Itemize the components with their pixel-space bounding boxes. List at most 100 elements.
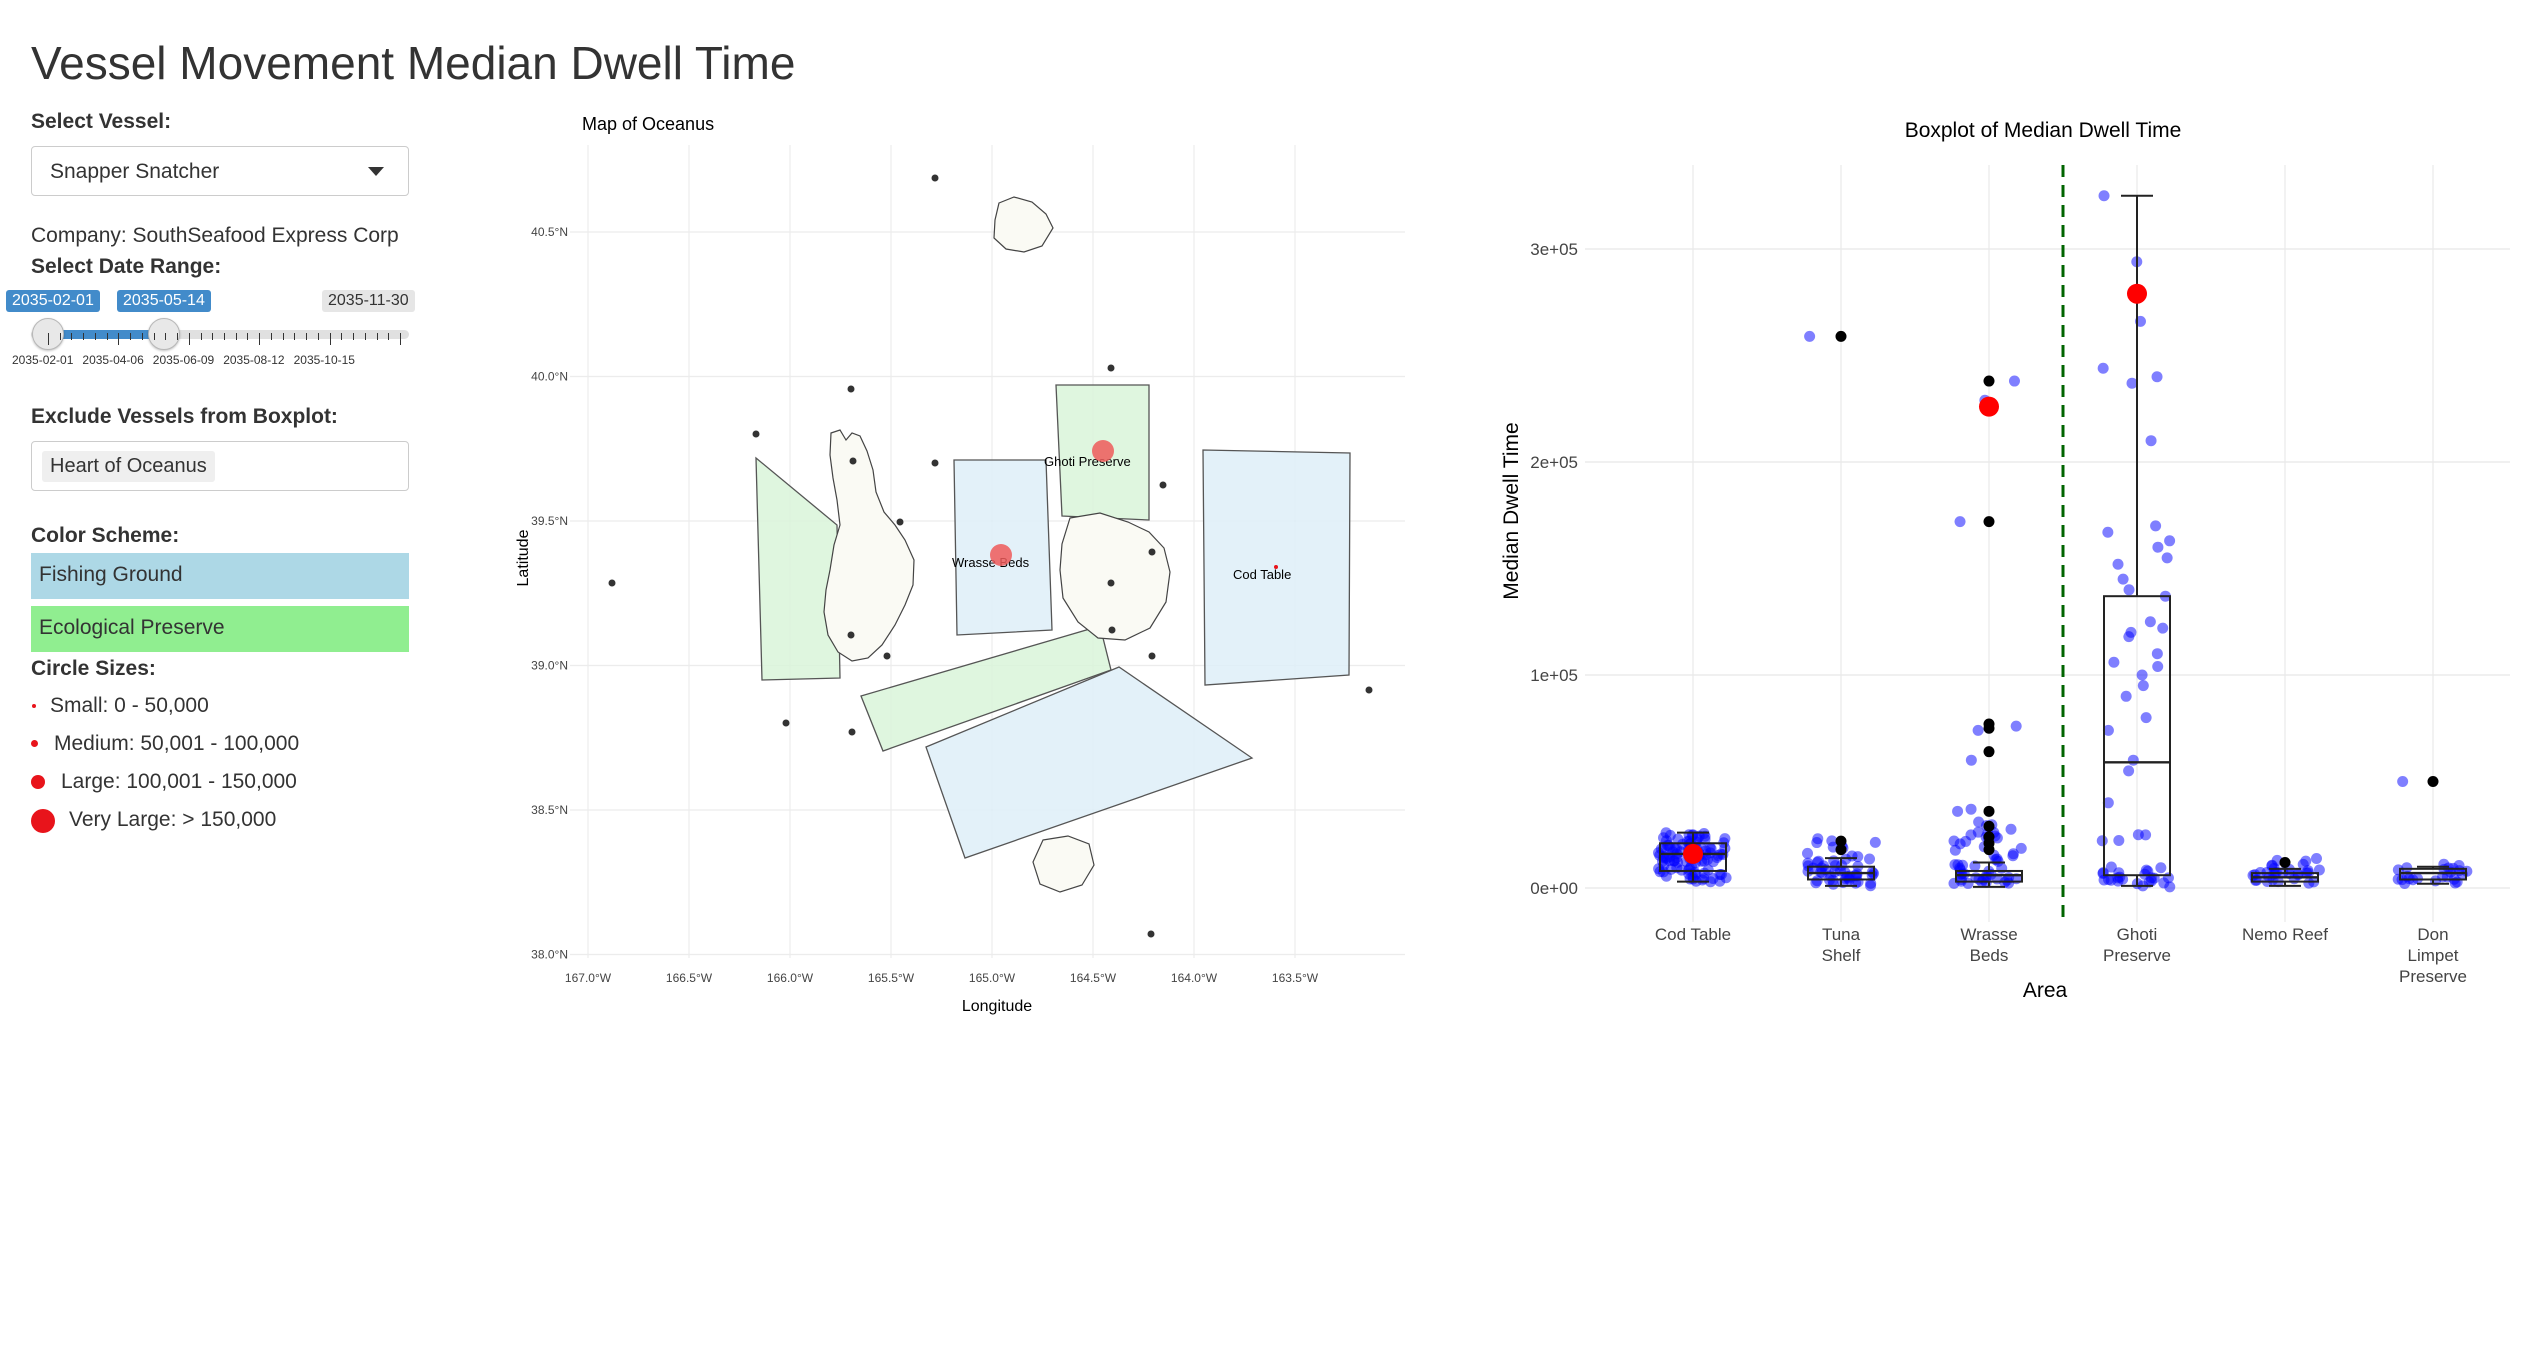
exclude-vessels-input[interactable]: Heart of Oceanus: [31, 441, 409, 491]
slider-tick: [141, 333, 143, 340]
slider-tick: [59, 333, 61, 340]
boxplot-x-tick-label: Don Limpet Preserve: [2399, 925, 2467, 986]
scatter-point: [1705, 876, 1717, 888]
scatter-point: [2112, 875, 2124, 887]
map-y-tick-labels: 40.5°N 40.0°N 39.5°N 39.0°N 38.5°N 38.0°N: [531, 225, 568, 962]
port-marker[interactable]: [1108, 626, 1116, 634]
port-marker[interactable]: [931, 174, 939, 182]
swatch-fishing-ground: Fishing Ground: [31, 553, 409, 599]
zone-fishing-south: [925, 666, 1254, 859]
zone-label-cod-table: Cod Table: [1233, 567, 1291, 582]
scatter-point: [2137, 680, 2149, 692]
scatter-point: [2401, 862, 2413, 874]
size-small-label: Small: 0 - 50,000: [50, 694, 209, 717]
port-marker[interactable]: [847, 631, 855, 639]
port-marker[interactable]: [1148, 548, 1156, 556]
scatter-point: [2310, 852, 2322, 864]
size-very-large-label: Very Large: > 150,000: [69, 808, 277, 831]
port-marker[interactable]: [1365, 686, 1373, 694]
boxplot-y-tick-label: 2e+05: [1530, 453, 1578, 472]
boxplot-x-tick-label: Ghoti Preserve: [2103, 925, 2171, 965]
slider-tick-label: 2035-06-09: [152, 353, 215, 367]
port-marker[interactable]: [1147, 930, 1155, 938]
island-south: [1032, 835, 1095, 893]
slider-tick-label: 2035-08-12: [223, 353, 285, 367]
zone-ecological-west: [755, 456, 841, 681]
outlier-point: [1983, 516, 1995, 528]
page-title: Vessel Movement Median Dwell Time: [31, 37, 796, 89]
map-y-tick-label: 39.0°N: [531, 659, 568, 673]
scatter-point: [1954, 516, 1966, 528]
scatter-point: [2007, 848, 2019, 860]
boxplot-y-axis-title: Median Dwell Time: [1500, 422, 1523, 599]
slider-tick: [376, 333, 378, 340]
port-marker[interactable]: [931, 459, 939, 467]
slider-tick: [212, 333, 214, 340]
slider-tick-label: 2035-02-01: [12, 353, 74, 367]
scatter-point: [2140, 829, 2152, 841]
map-x-tick-label: 164.5°W: [1070, 971, 1117, 985]
scatter-point: [2136, 669, 2148, 681]
port-marker[interactable]: [883, 652, 891, 660]
port-marker[interactable]: [847, 385, 855, 393]
scatter-point: [1965, 754, 1977, 766]
port-marker[interactable]: [1107, 579, 1115, 587]
port-marker[interactable]: [896, 518, 904, 526]
port-marker[interactable]: [1159, 481, 1167, 489]
boxplot-x-tick-label: Wrasse Beds: [1960, 925, 2017, 965]
scatter-point: [2144, 616, 2156, 628]
outlier-point: [1835, 835, 1847, 847]
map-y-tick-label: 38.0°N: [531, 948, 568, 962]
scatter-point: [1852, 851, 1864, 863]
slider-tick: [353, 333, 355, 340]
vessel-select-value: Snapper Snatcher: [50, 160, 220, 183]
scatter-point: [2151, 648, 2163, 660]
scatter-point: [1996, 862, 2008, 874]
port-marker[interactable]: [608, 579, 616, 587]
chevron-down-icon[interactable]: [368, 167, 384, 176]
port-marker[interactable]: [1107, 364, 1115, 372]
slider-tick: [188, 333, 190, 345]
port-marker[interactable]: [849, 457, 857, 465]
island-north: [993, 196, 1054, 253]
date-from-badge: 2035-02-01: [6, 290, 100, 312]
map-x-axis-title: Longitude: [962, 998, 1032, 1015]
size-large-label: Large: 100,001 - 150,000: [61, 770, 297, 793]
size-medium-label: Medium: 50,001 - 100,000: [54, 732, 300, 755]
scatter-point: [2123, 631, 2135, 643]
scatter-point: [1972, 724, 1984, 736]
island-main: [823, 429, 915, 662]
scatter-point: [2098, 190, 2110, 202]
scatter-point: [2429, 875, 2441, 887]
map-title: Map of Oceanus: [582, 114, 714, 134]
port-marker[interactable]: [848, 728, 856, 736]
boxplot-x-tick-labels: Cod Table Tuna Shelf Wrasse Beds Ghoti Preserv…: [1655, 925, 2467, 986]
scatter-point: [2123, 584, 2135, 596]
excluded-vessel-chip[interactable]: Heart of Oceanus: [42, 451, 215, 482]
port-marker[interactable]: [782, 719, 790, 727]
port-marker[interactable]: [1148, 652, 1156, 660]
selected-vessel-point[interactable]: [1683, 843, 1703, 864]
scatter-point: [1865, 877, 1877, 889]
boxplot-title: Boxplot of Median Dwell Time: [1905, 119, 2182, 142]
date-slider-track[interactable]: [31, 330, 409, 339]
scatter-point: [1802, 847, 1814, 859]
slider-tick: [106, 333, 108, 340]
selected-vessel-point[interactable]: [2127, 283, 2147, 304]
date-slider-handle-to[interactable]: [148, 318, 180, 350]
selected-vessel-point[interactable]: [1979, 396, 1999, 417]
dwell-circle-ghoti-preserve[interactable]: [1092, 440, 1114, 462]
outlier-point: [1835, 844, 1847, 856]
port-marker[interactable]: [752, 430, 760, 438]
slider-tick: [364, 333, 366, 340]
scatter-point: [2005, 823, 2017, 835]
map-x-tick-label: 166.0°W: [767, 971, 814, 985]
dwell-circle-wrasse-beds[interactable]: [990, 544, 1012, 566]
outlier-point: [2279, 856, 2291, 868]
map-y-tick-label: 40.5°N: [531, 225, 568, 239]
dwell-circle-cod-table[interactable]: [1274, 565, 1278, 569]
vessel-select[interactable]: Snapper Snatcher: [31, 146, 409, 196]
scatter-point: [1949, 844, 1961, 856]
outlier-point: [2427, 776, 2439, 787]
scatter-point: [2157, 622, 2169, 634]
